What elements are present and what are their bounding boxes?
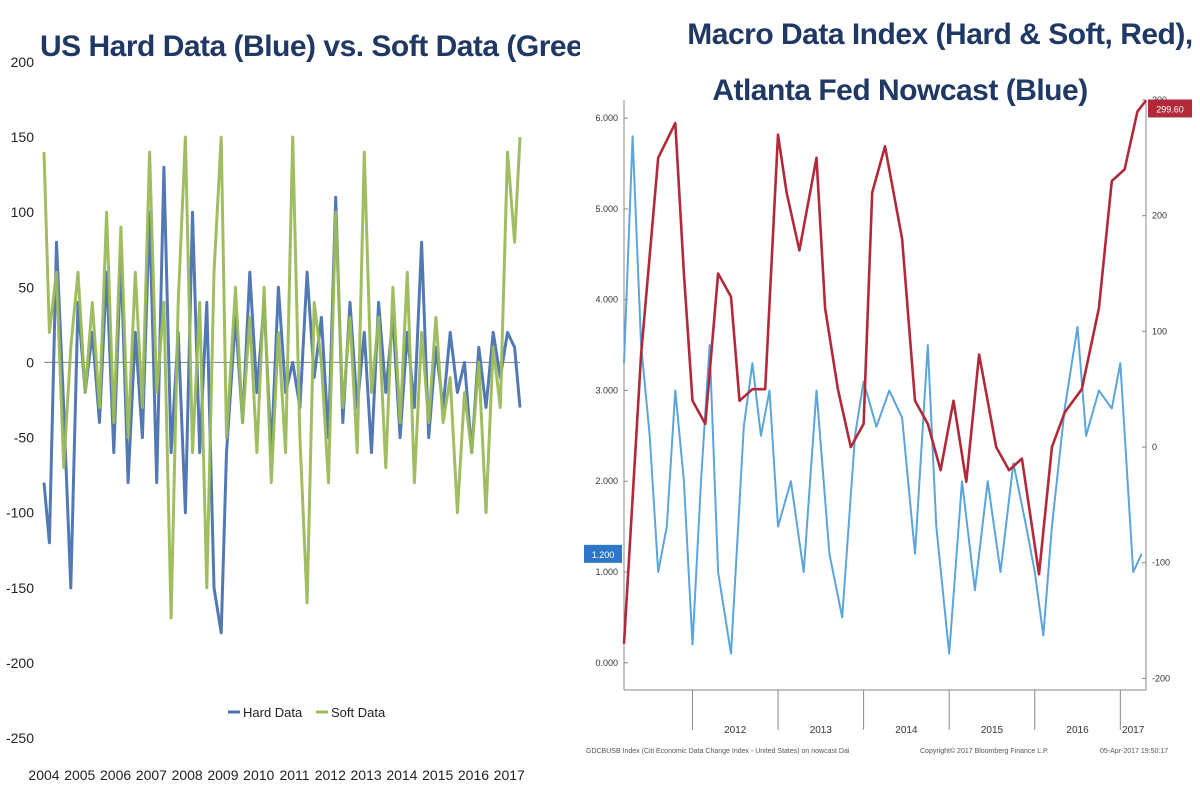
x-tick-label: 2012	[724, 725, 747, 736]
y-left-tick-label: 4.000	[595, 295, 618, 305]
right-chart: 2012 2013 2014 2015 2016 2017 6.000 5.000 4.000 3…	[584, 95, 1192, 736]
left-chart-panel: US Hard Data (Blue) vs. Soft Data (Green…	[0, 0, 610, 800]
y-right-tick-label: -200	[1152, 673, 1170, 683]
legend-label-soft: Soft Data	[331, 705, 386, 720]
y-tick-label: 100	[11, 204, 35, 220]
macro-index-value-badge-text: 299.60	[1156, 104, 1184, 114]
legend-label-hard: Hard Data	[243, 705, 303, 720]
atlanta-fed-nowcast-line	[623, 135, 1143, 655]
y-right-tick-label: 100	[1152, 326, 1167, 336]
x-tick-label: 2008	[172, 767, 203, 783]
y-left-tick-label: 0.000	[595, 658, 618, 668]
x-tick-label: 2015	[981, 725, 1004, 736]
x-tick-label: 2014	[386, 767, 417, 783]
y-left-tick-label: 2.000	[595, 476, 618, 486]
soft-data-line	[42, 135, 522, 620]
x-tick-label: 2010	[243, 767, 274, 783]
y-tick-label: 200	[11, 54, 35, 70]
y-right-tick-label: 200	[1152, 211, 1167, 221]
x-tick-label: 2015	[422, 767, 453, 783]
x-tick-label: 2006	[100, 767, 131, 783]
y-left-tick-label: 6.000	[595, 113, 618, 123]
y-left-tick-label: 1.000	[595, 567, 618, 577]
footer-copyright: Copyright© 2017 Bloomberg Finance L.P.	[920, 748, 1049, 755]
nowcast-value-badge-text: 1.200	[592, 550, 615, 560]
left-chart-title: US Hard Data (Blue) vs. Soft Data (Green…	[40, 30, 610, 63]
y-left-tick-label: 5.000	[595, 204, 618, 214]
x-tick-label: 2007	[136, 767, 167, 783]
x-tick-label: 2016	[1066, 725, 1089, 736]
y-tick-label: -200	[6, 655, 34, 671]
y-right-tick-label: 0	[1152, 442, 1157, 452]
x-tick-label: 2017	[1122, 725, 1145, 736]
footer-timestamp: 05-Apr-2017 19:50:17	[1100, 748, 1169, 755]
left-chart: 200 150 100 50 0 -50 -100 -150 -200 -250 2004 2005 2…	[6, 54, 525, 783]
y-right-tick-label: -100	[1152, 558, 1170, 568]
x-tick-label: 2016	[458, 767, 489, 783]
y-tick-label: 50	[18, 279, 34, 295]
right-chart-title-line2: Atlanta Fed Nowcast (Blue)	[712, 74, 1088, 107]
x-tick-label: 2011	[279, 767, 309, 783]
y-tick-label: -50	[14, 430, 34, 446]
x-tick-label: 2009	[207, 767, 238, 783]
macro-data-index-line	[622, 99, 1148, 644]
nowcast-value-badge	[584, 544, 622, 563]
y-tick-label: -150	[6, 580, 34, 596]
macro-index-value-badge	[1148, 99, 1192, 118]
y-left-tick-label: 3.000	[595, 385, 618, 395]
x-tick-label: 2017	[494, 767, 525, 783]
x-tick-label: 2013	[351, 767, 382, 783]
x-tick-label: 2013	[810, 725, 833, 736]
right-chart-title-line1: Macro Data Index (Hard & Soft, Red),	[687, 18, 1193, 51]
x-tick-label: 2005	[64, 767, 95, 783]
footer-source: GDCBUSB Index (Citi Economic Data Change…	[586, 748, 850, 755]
x-tick-label: 2004	[28, 767, 59, 783]
x-tick-label: 2014	[895, 725, 918, 736]
right-chart-panel: Macro Data Index (Hard & Soft, Red), Atl…	[580, 0, 1200, 800]
y-tick-label: 150	[11, 129, 35, 145]
y-tick-label: -100	[6, 505, 34, 521]
y-tick-label: 0	[26, 354, 34, 370]
x-tick-label: 2012	[315, 767, 346, 783]
y-tick-label: -250	[6, 730, 34, 746]
